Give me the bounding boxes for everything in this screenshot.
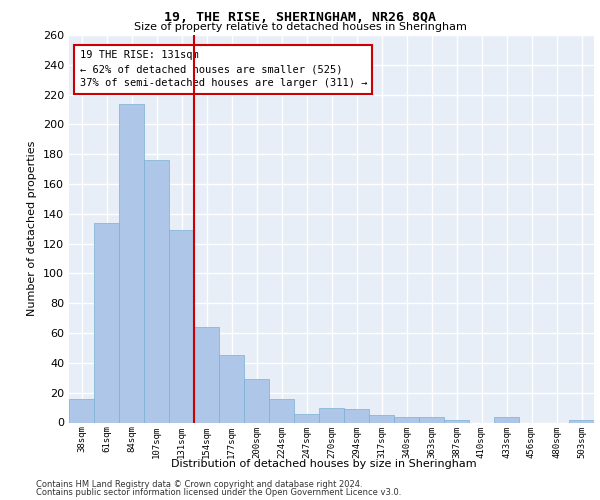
Bar <box>394 416 419 422</box>
Bar <box>344 409 369 422</box>
Bar <box>419 416 444 422</box>
Text: Contains HM Land Registry data © Crown copyright and database right 2024.: Contains HM Land Registry data © Crown c… <box>36 480 362 489</box>
Bar <box>269 398 294 422</box>
Text: Size of property relative to detached houses in Sheringham: Size of property relative to detached ho… <box>134 22 466 32</box>
Bar <box>144 160 169 422</box>
Bar <box>569 420 594 422</box>
Y-axis label: Number of detached properties: Number of detached properties <box>28 141 37 316</box>
Bar <box>194 327 219 422</box>
Bar <box>494 416 519 422</box>
Text: 19 THE RISE: 131sqm
← 62% of detached houses are smaller (525)
37% of semi-detac: 19 THE RISE: 131sqm ← 62% of detached ho… <box>79 50 367 88</box>
Text: Contains public sector information licensed under the Open Government Licence v3: Contains public sector information licen… <box>36 488 401 497</box>
Bar <box>169 230 194 422</box>
Bar <box>444 420 469 422</box>
Bar <box>294 414 319 422</box>
Bar <box>319 408 344 422</box>
Bar <box>119 104 144 422</box>
Bar <box>69 398 94 422</box>
Bar <box>219 356 244 422</box>
Bar <box>244 380 269 422</box>
Bar <box>94 223 119 422</box>
Text: Distribution of detached houses by size in Sheringham: Distribution of detached houses by size … <box>171 459 477 469</box>
Text: 19, THE RISE, SHERINGHAM, NR26 8QA: 19, THE RISE, SHERINGHAM, NR26 8QA <box>164 11 436 24</box>
Bar <box>369 415 394 422</box>
